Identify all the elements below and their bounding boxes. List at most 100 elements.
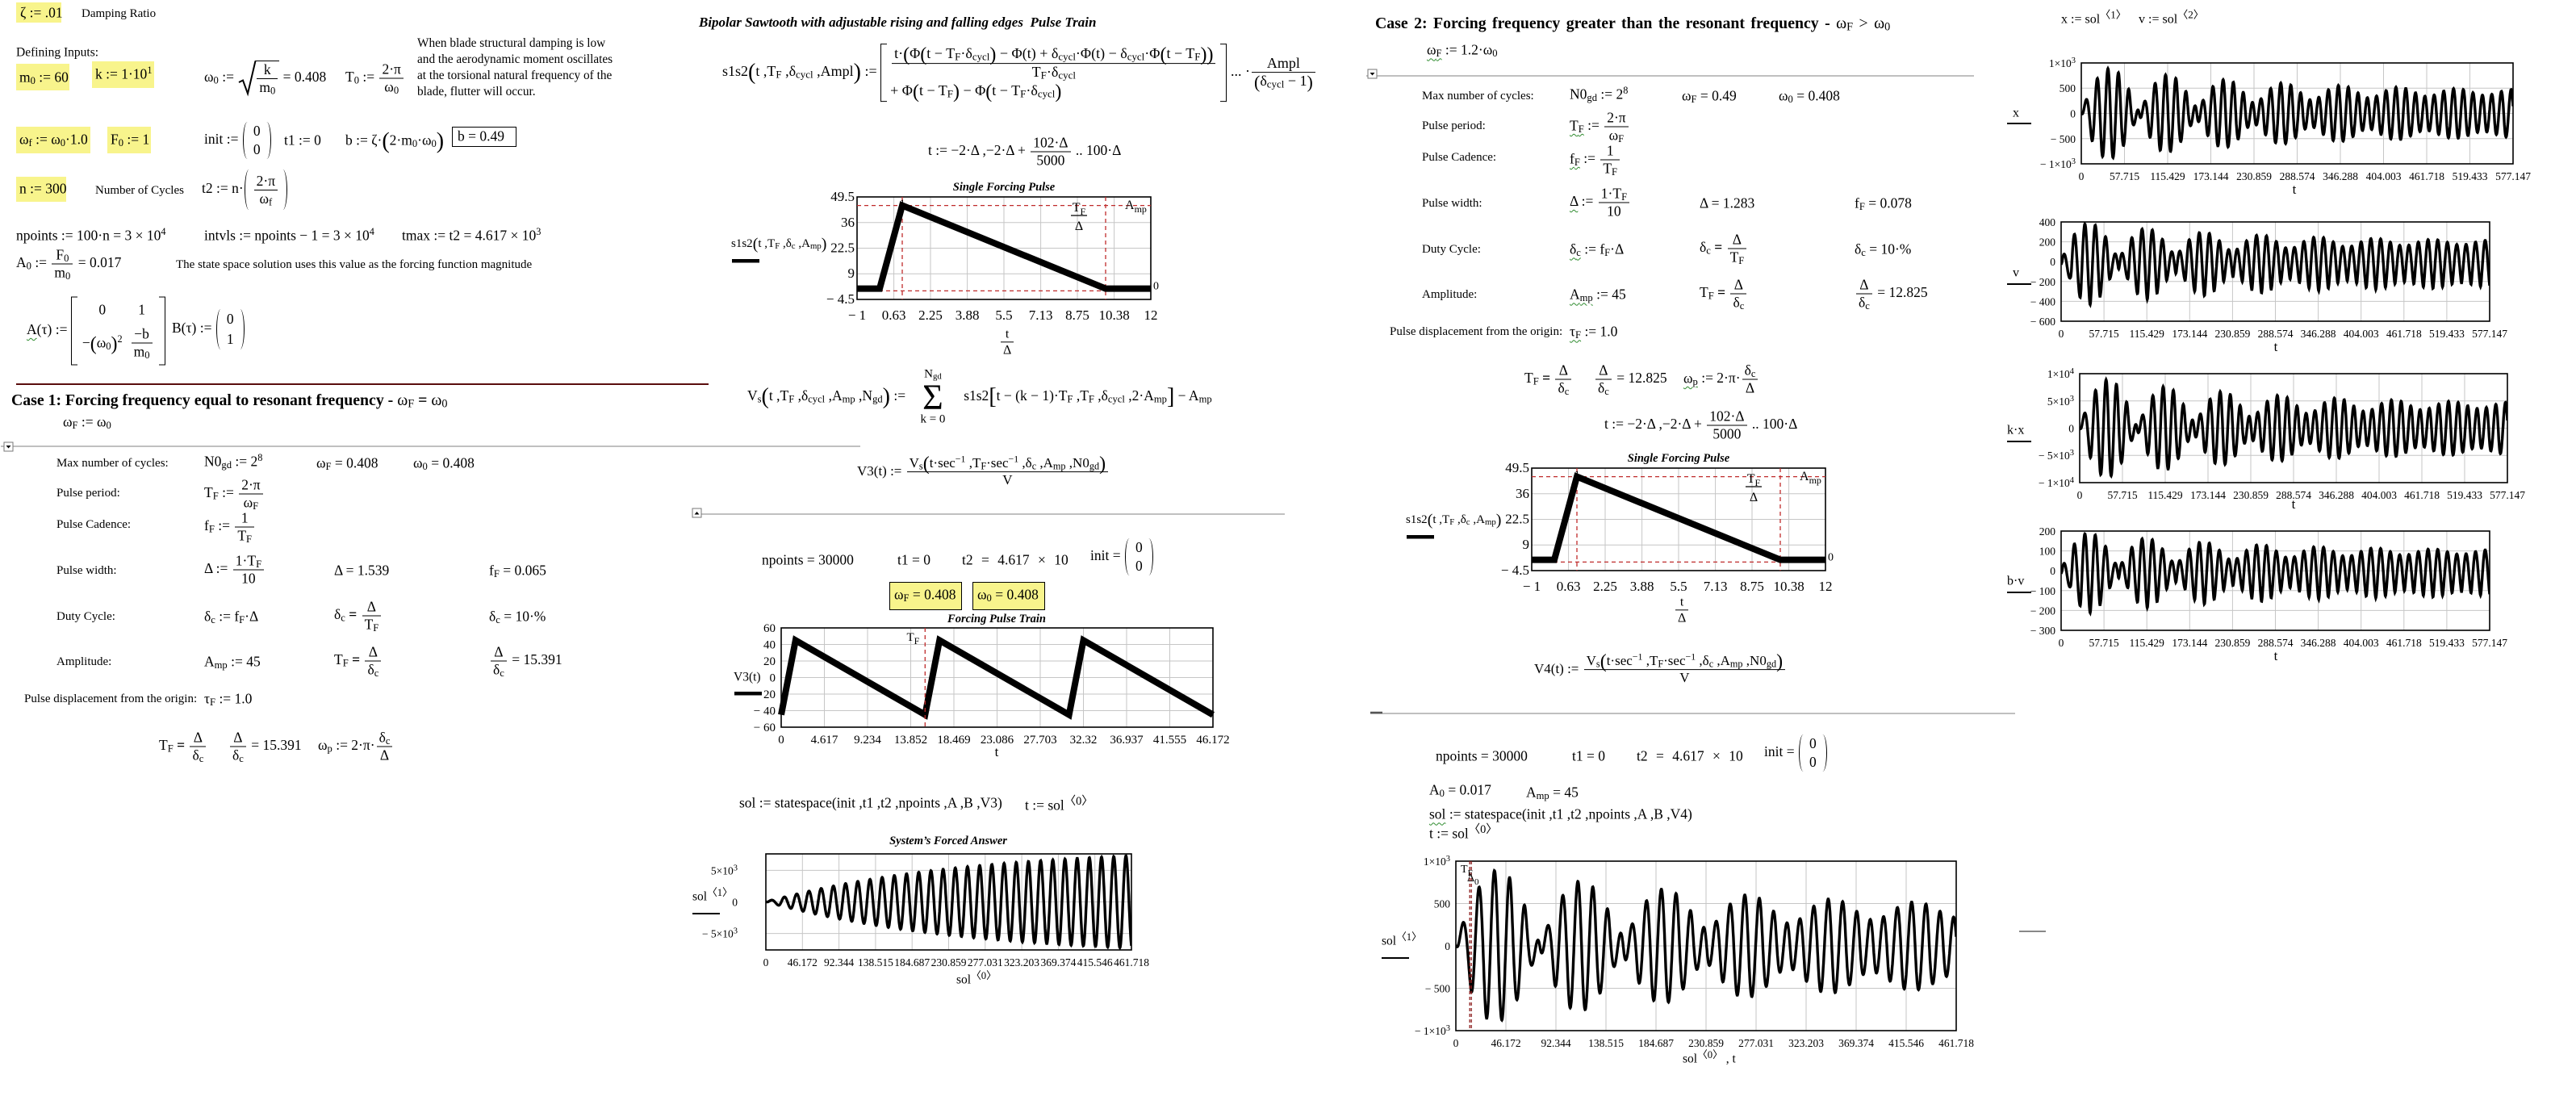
svg-text:40: 40 [763,639,776,652]
svg-text:288.574: 288.574 [2258,328,2294,340]
svg-text:− 100: − 100 [2030,585,2055,597]
svg-text:TF: TF [1747,472,1761,488]
svg-text:49.5: 49.5 [1505,460,1529,475]
svg-text:577.147: 577.147 [2490,489,2525,501]
svg-text:404.003: 404.003 [2344,328,2379,340]
svg-text:500: 500 [2060,82,2076,94]
svg-text:Amp: Amp [1125,199,1147,215]
svg-text:0: 0 [2068,423,2074,435]
svg-text:0: 0 [2079,170,2085,182]
svg-text:− 500: − 500 [1425,983,1450,995]
svg-text:− 1: − 1 [848,307,866,323]
svg-text:461.718: 461.718 [2409,170,2444,182]
svg-text:323.203: 323.203 [1004,956,1039,968]
svg-text:8.75: 8.75 [1065,307,1089,323]
svg-text:0.63: 0.63 [882,307,906,323]
svg-text:Single Forcing Pulse: Single Forcing Pulse [1628,452,1730,465]
svg-text:− 400: − 400 [2030,295,2055,307]
svg-text:18.469: 18.469 [937,734,970,747]
svg-text:346.288: 346.288 [2319,489,2354,501]
svg-text:− 4.5: − 4.5 [826,291,855,307]
svg-text:2.25: 2.25 [1593,579,1617,594]
svg-text:TF: TF [906,631,919,646]
svg-text:22.5: 22.5 [1505,512,1529,527]
svg-text:41.555: 41.555 [1153,734,1186,747]
svg-text:288.574: 288.574 [2280,170,2315,182]
svg-text:− 4.5: − 4.5 [1501,563,1529,578]
svg-text:277.031: 277.031 [968,956,1003,968]
svg-text:12: 12 [1144,307,1158,323]
svg-text:− 1×103: − 1×103 [1415,1024,1450,1037]
svg-text:173.144: 173.144 [2172,328,2207,340]
svg-text:138.515: 138.515 [858,956,893,968]
svg-text:5×103: 5×103 [2047,395,2074,408]
svg-text:46.172: 46.172 [1491,1037,1520,1049]
svg-text:4.617: 4.617 [811,734,838,747]
svg-text:100: 100 [2039,546,2056,558]
svg-text:0: 0 [2077,489,2083,501]
svg-text:0: 0 [2050,256,2055,268]
svg-text:− 300: − 300 [2030,625,2055,637]
svg-text:Δ: Δ [1750,491,1758,504]
svg-text:519.433: 519.433 [2429,328,2465,340]
svg-text:− 1×103: − 1×103 [2040,157,2076,170]
svg-text:10.38: 10.38 [1773,579,1804,594]
svg-text:415.546: 415.546 [1077,956,1113,968]
svg-text:System’s Forced Answer: System’s Forced Answer [889,835,1007,847]
svg-text:57.715: 57.715 [2089,637,2119,649]
svg-text:5.5: 5.5 [995,307,1012,323]
svg-text:404.003: 404.003 [2361,489,2397,501]
svg-text:115.429: 115.429 [2130,328,2165,340]
svg-text:184.687: 184.687 [894,956,930,968]
svg-text:Single Forcing Pulse: Single Forcing Pulse [953,181,1056,194]
svg-text:36: 36 [1516,486,1529,501]
svg-text:0: 0 [732,897,738,909]
svg-text:36: 36 [841,215,855,230]
svg-text:36.937: 36.937 [1110,734,1144,747]
svg-text:Δ0: Δ0 [1467,872,1479,887]
svg-text:346.288: 346.288 [2301,328,2336,340]
svg-text:27.703: 27.703 [1023,734,1056,747]
svg-text:184.687: 184.687 [1638,1037,1674,1049]
svg-text:200: 200 [2039,236,2056,249]
svg-text:1×104: 1×104 [2047,367,2075,380]
svg-text:400: 400 [2039,216,2056,228]
svg-text:23.086: 23.086 [981,734,1014,747]
svg-text:0: 0 [763,956,769,968]
svg-text:288.574: 288.574 [2258,637,2294,649]
svg-text:0: 0 [778,734,784,747]
svg-text:− 1: − 1 [1523,579,1541,594]
svg-text:− 5×103: − 5×103 [2039,449,2074,462]
svg-text:461.718: 461.718 [2404,489,2440,501]
svg-text:230.859: 230.859 [931,956,967,968]
svg-text:230.859: 230.859 [1688,1037,1724,1049]
svg-text:92.344: 92.344 [1541,1037,1570,1049]
svg-text:t: t [2292,496,2296,512]
svg-text:92.344: 92.344 [824,956,854,968]
svg-text:− 1×104: − 1×104 [2039,476,2075,489]
svg-text:9: 9 [1523,537,1530,552]
svg-text:− 60: − 60 [754,722,776,734]
svg-text:461.718: 461.718 [2386,637,2422,649]
svg-text:t: t [2274,339,2278,354]
svg-text:3.88: 3.88 [1630,579,1654,594]
svg-text:22.5: 22.5 [830,241,855,256]
svg-text:115.429: 115.429 [2130,637,2165,649]
svg-text:577.147: 577.147 [2472,328,2507,340]
svg-text:404.003: 404.003 [2344,637,2379,649]
svg-text:9.234: 9.234 [854,734,881,747]
svg-text:0: 0 [1153,280,1159,292]
svg-text:57.715: 57.715 [2089,328,2119,340]
svg-text:346.288: 346.288 [2323,170,2358,182]
svg-text:461.718: 461.718 [1938,1037,1974,1049]
svg-text:60: 60 [763,622,776,635]
svg-text:2.25: 2.25 [918,307,943,323]
svg-text:13.852: 13.852 [894,734,927,747]
svg-text:− 200: − 200 [2030,276,2055,288]
svg-text:0: 0 [2050,565,2055,577]
svg-text:t: t [995,744,999,759]
svg-text:115.429: 115.429 [2150,170,2185,182]
svg-text:230.859: 230.859 [2214,328,2250,340]
svg-text:138.515: 138.515 [1588,1037,1624,1049]
svg-text:115.429: 115.429 [2147,489,2183,501]
